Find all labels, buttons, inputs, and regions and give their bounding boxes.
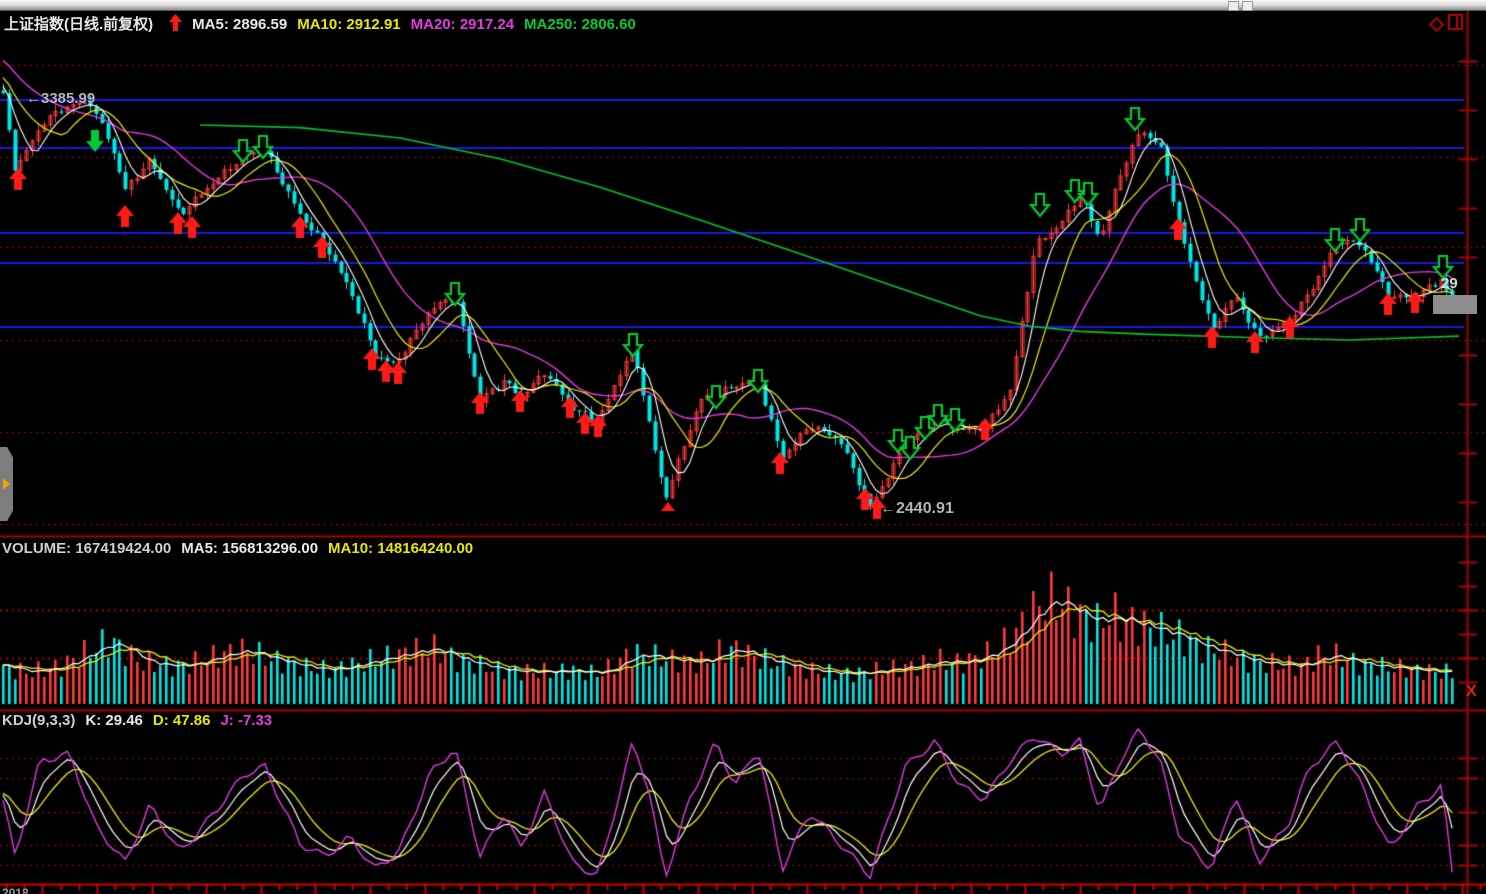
volume-ma10-value: MA10: 148164240.00 — [328, 540, 474, 557]
kdj-name: KDJ(9,3,3) — [2, 712, 76, 729]
pane-x-label[interactable]: X — [1466, 683, 1477, 700]
high-price-label: ←3385.99 — [26, 90, 96, 107]
kdj-k-value: K: 29.46 — [85, 712, 143, 729]
split-window-icon[interactable] — [1448, 14, 1464, 36]
expand-arrow-icon — [3, 478, 10, 490]
main-chart-header: 上证指数(日线.前复权) MA5: 2896.59 MA10: 2912.91 MA2… — [4, 13, 646, 35]
titlebar-notch — [1242, 1, 1253, 11]
sidebar-expand-handle[interactable] — [0, 447, 13, 521]
kdj-j-value: J: -7.33 — [220, 712, 273, 729]
timeline-year-clipped: 2018 — [2, 886, 29, 894]
up-arrow-icon — [169, 14, 183, 35]
volume-ma5-value: MA5: 156813296.00 — [181, 540, 319, 557]
low-price-label: ←2440.91 — [880, 500, 954, 517]
titlebar-notch — [1228, 1, 1239, 11]
ma10-value: MA10: 2912.91 — [297, 16, 401, 33]
ma250-value: MA250: 2806.60 — [524, 16, 636, 33]
last-price-tag — [1433, 295, 1477, 314]
last-price-clipped-label: 29 — [1441, 275, 1458, 292]
volume-header: VOLUME: 167419424.00 MA5: 156813296.00 MA1… — [2, 540, 483, 557]
ma20-value: MA20: 2917.24 — [410, 16, 515, 33]
volume-value: VOLUME: 167419424.00 — [2, 540, 172, 557]
titlebar-strip — [0, 0, 1486, 11]
ma5-value: MA5: 2896.59 — [192, 16, 288, 33]
diamond-tool-icon[interactable] — [1427, 15, 1445, 38]
symbol-title: 上证指数(日线.前复权) — [4, 16, 154, 33]
kdj-header: KDJ(9,3,3) K: 29.46 D: 47.86 J: -7.33 — [2, 712, 282, 729]
kdj-d-value: D: 47.86 — [152, 712, 211, 729]
